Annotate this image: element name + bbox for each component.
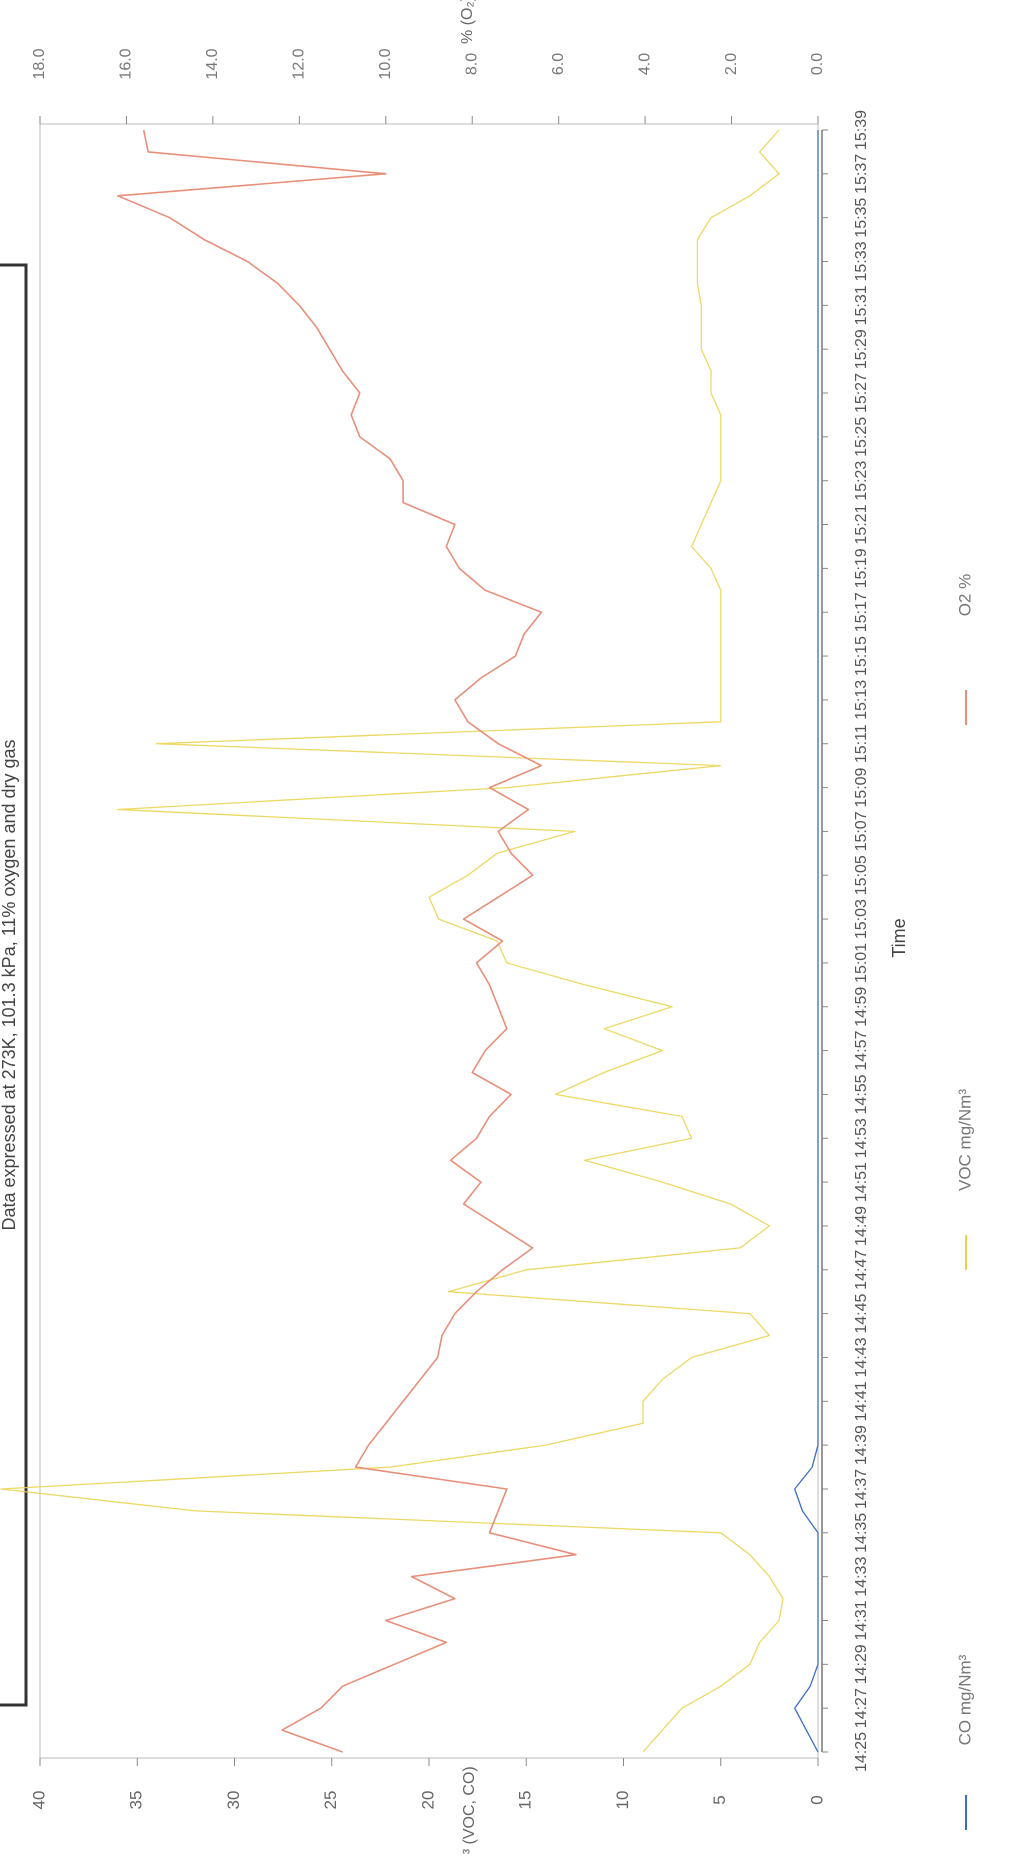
left-axis-tick-label: 25: [321, 1791, 340, 1810]
legend-label-voc: VOC mg/Nm³: [955, 1089, 974, 1191]
time-axis-tick-label: 14:31: [853, 1600, 870, 1640]
time-axis-label: Time: [889, 918, 909, 957]
time-axis-tick-label: 15:03: [853, 899, 870, 939]
right-axis-tick-label: 6.0: [550, 53, 567, 75]
time-axis-tick-label: 15:33: [853, 241, 870, 281]
time-axis-tick-label: 14:47: [853, 1250, 870, 1290]
time-axis-tick-label: 15:23: [853, 461, 870, 501]
time-axis-tick-label: 14:33: [853, 1557, 870, 1597]
time-axis-tick-label: 15:07: [853, 811, 870, 851]
right-axis-tick-label: 2.0: [723, 53, 740, 75]
time-axis-tick-label: 14:55: [853, 1074, 870, 1114]
series-line-co: [794, 130, 819, 1753]
time-axis-tick-label: 14:25: [853, 1732, 870, 1772]
time-axis-tick-label: 15:13: [853, 680, 870, 720]
time-axis-tick-label: 15:21: [853, 504, 870, 544]
legend-label-o2: O2 %: [955, 574, 974, 617]
time-axis-tick-label: 15:37: [853, 154, 870, 194]
left-axis-tick-label: 15: [516, 1791, 535, 1810]
legend-label-co: CO mg/Nm³: [955, 1654, 974, 1745]
right-axis-tick-label: 18.0: [31, 48, 48, 79]
right-axis-tick-label: 16.0: [118, 48, 135, 79]
time-axis-tick-label: 15:01: [853, 943, 870, 983]
left-axis-tick-label: 35: [127, 1791, 146, 1810]
time-axis-tick-label: 14:45: [853, 1294, 870, 1334]
time-axis-tick-label: 14:49: [853, 1206, 870, 1246]
time-axis-tick-label: 15:25: [853, 417, 870, 457]
left-axis-tick-label: 30: [224, 1791, 243, 1810]
time-axis-tick-label: 14:39: [853, 1425, 870, 1465]
series-line-o2: [117, 129, 577, 1753]
time-axis-tick-label: 15:11: [853, 724, 870, 763]
time-axis-tick-label: 14:41: [853, 1381, 870, 1421]
time-axis-tick-label: 14:59: [853, 987, 870, 1027]
time-axis-tick-label: 15:31: [853, 285, 870, 325]
time-axis-tick-label: 14:57: [853, 1030, 870, 1070]
time-axis-tick-label: 14:43: [853, 1337, 870, 1377]
left-axis-tick-label: 0: [807, 1795, 826, 1804]
time-axis-tick-label: 14:51: [853, 1162, 870, 1202]
plot-frame: [39, 123, 819, 1759]
left-axis-tick-label: 40: [29, 1791, 48, 1810]
right-axis-tick-label: 0.0: [809, 53, 826, 75]
time-axis-tick-label: 14:29: [853, 1644, 870, 1684]
time-axis-tick-label: 15:05: [853, 855, 870, 895]
time-axis-tick-label: 15:29: [853, 329, 870, 369]
right-axis-tick-label: 12.0: [291, 48, 308, 79]
series-line-voc: [0, 129, 784, 1753]
right-axis-tick-label: 14.0: [204, 48, 221, 79]
time-axis-tick-label: 14:35: [853, 1513, 870, 1553]
time-axis-tick-label: 14:27: [853, 1688, 870, 1728]
right-axis-tick-label: 8.0: [463, 53, 480, 75]
right-axis-label: % (O₂): [459, 0, 476, 44]
title-box: [0, 263, 28, 1707]
time-axis-tick-label: 15:15: [853, 636, 870, 676]
time-axis-tick-label: 15:27: [853, 373, 870, 413]
left-axis-tick-label: 10: [613, 1791, 632, 1810]
time-axis-tick-label: 15:17: [853, 592, 870, 632]
right-axis-tick-label: 10.0: [377, 48, 394, 79]
time-axis-tick-label: 15:39: [853, 110, 870, 150]
time-axis-tick-label: 15:09: [853, 767, 870, 807]
time-axis-tick-label: 14:37: [853, 1469, 870, 1509]
time-axis-tick-label: 15:35: [853, 198, 870, 238]
left-axis-tick-label: 20: [418, 1791, 437, 1810]
right-axis-tick-label: 4.0: [636, 53, 653, 75]
chart-title: Data expressed at 273K, 101.3 kPa, 11% o…: [0, 740, 19, 1231]
time-axis-tick-label: 15:19: [853, 548, 870, 588]
left-axis-label: mg/Nm³ (VOC, CO): [461, 1766, 478, 1854]
time-axis-tick-label: 14:53: [853, 1118, 870, 1158]
left-axis-tick-label: 5: [710, 1795, 729, 1804]
